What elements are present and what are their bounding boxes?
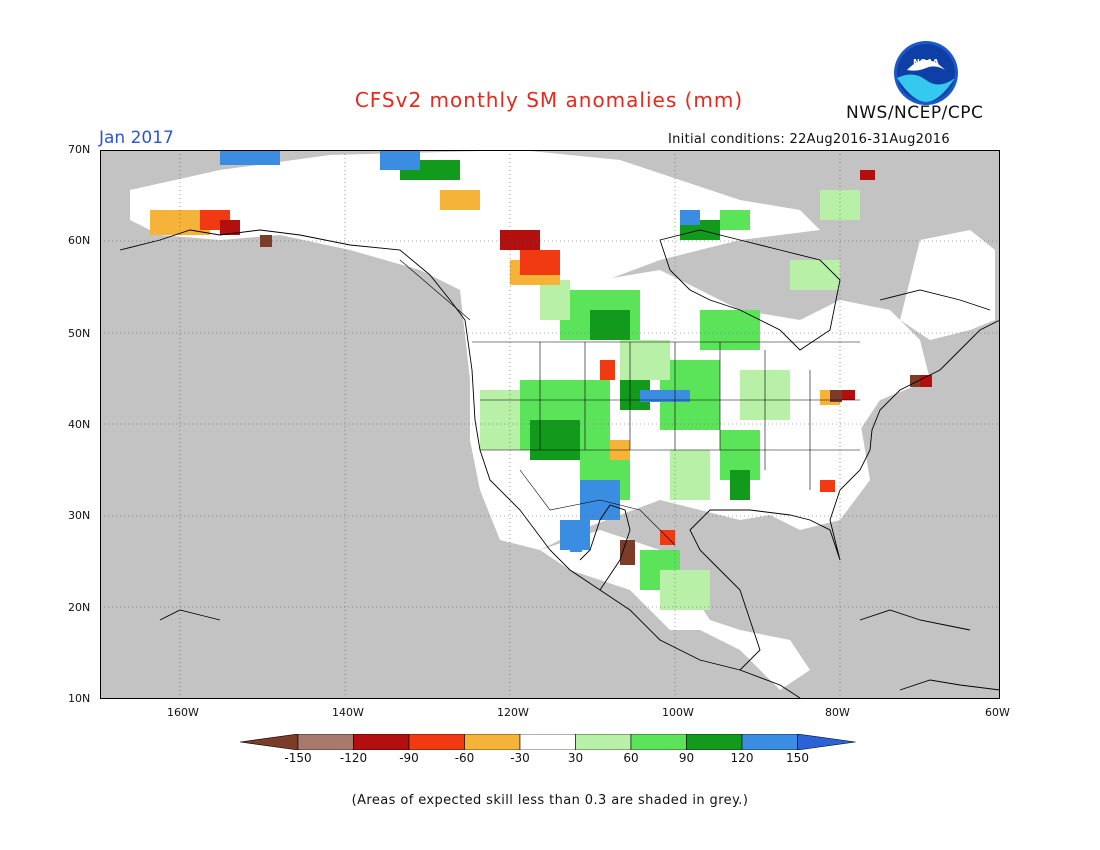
- lat-label: 10N: [68, 692, 91, 705]
- sm-anomaly-map: [100, 150, 1000, 699]
- political-borders: [399, 259, 860, 546]
- colorbar-tick-label: 150: [786, 751, 809, 765]
- colorbar-swatch: [353, 734, 410, 750]
- colorbar-tick-label: 90: [678, 751, 695, 765]
- colorbar-swatch: [464, 734, 521, 750]
- colorbar-tick-label: -150: [284, 751, 312, 765]
- lat-label: 60N: [68, 234, 91, 247]
- colorbar-swatch: [240, 734, 299, 750]
- lon-label: 80W: [825, 706, 850, 719]
- colorbar-swatch: [630, 734, 687, 750]
- lon-label: 60W: [985, 706, 1010, 719]
- lon-label: 100W: [662, 706, 694, 719]
- lat-label: 50N: [68, 327, 91, 340]
- map-frame: [100, 150, 1000, 699]
- colorbar-swatch: [575, 734, 632, 750]
- initial-conditions: Initial conditions: 22Aug2016-31Aug2016: [668, 132, 950, 147]
- colorbar-swatch: [686, 734, 743, 750]
- noaa-logo: NOAA: [894, 41, 958, 105]
- colorbar-tick-label: -120: [339, 751, 368, 765]
- map-title: CFSv2 monthly SM anomalies (mm): [354, 88, 744, 112]
- lat-label: 20N: [68, 601, 91, 614]
- colorbar-swatch: [408, 734, 465, 750]
- colorbar-swatch: [797, 734, 856, 750]
- colorbar-tick-label: 60: [623, 751, 639, 765]
- colorbar-tick-label: 30: [567, 751, 584, 765]
- coastlines: [119, 229, 1000, 699]
- colorbar-swatch: [297, 734, 354, 750]
- anomaly-blue: [220, 150, 700, 552]
- forecast-month: Jan 2017: [99, 128, 174, 148]
- colorbar-swatch: [519, 734, 576, 750]
- colorbar-tick-label: -30: [510, 751, 530, 765]
- colorbar-tick-label: 120: [730, 751, 754, 765]
- noaa-logo-text: NOAA: [913, 58, 939, 67]
- anomaly-red: [200, 210, 835, 545]
- org-label: NWS/NCEP/CPC: [846, 103, 984, 123]
- colorbar-tick-label: -60: [454, 751, 475, 765]
- lat-label: 70N: [68, 143, 91, 156]
- lat-label: 40N: [68, 418, 91, 431]
- colorbar-swatch: [741, 734, 798, 750]
- lon-label: 120W: [497, 706, 529, 719]
- colorbar: [240, 734, 856, 750]
- lat-label: 30N: [68, 509, 91, 522]
- lon-label: 160W: [167, 706, 199, 719]
- colorbar-tick-label: -90: [399, 751, 419, 765]
- lon-label: 140W: [332, 706, 364, 719]
- anomaly-brown: [260, 235, 920, 565]
- skill-note: (Areas of expected skill less than 0.3 a…: [351, 793, 749, 808]
